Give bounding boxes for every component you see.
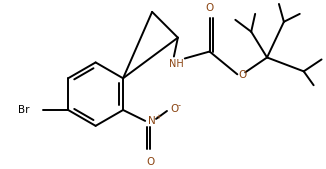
- Text: O: O: [238, 70, 246, 80]
- Text: O: O: [146, 156, 154, 167]
- Text: Br: Br: [18, 105, 29, 115]
- Text: NH: NH: [169, 59, 183, 69]
- Text: -: -: [178, 102, 181, 111]
- Text: O: O: [205, 3, 214, 13]
- Text: N: N: [148, 116, 156, 126]
- Text: +: +: [155, 114, 161, 120]
- Text: O: O: [170, 104, 178, 114]
